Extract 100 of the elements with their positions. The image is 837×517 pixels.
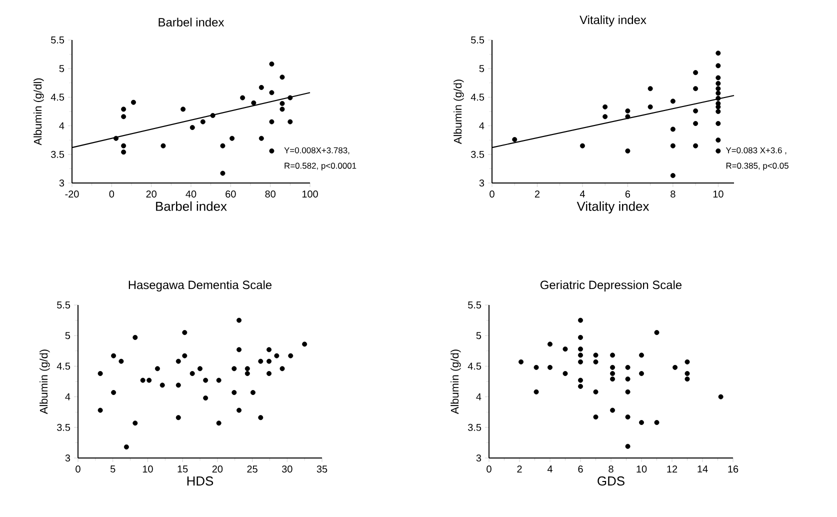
x-tick-label: 0 (109, 190, 114, 198)
point (625, 444, 630, 449)
x-tick-label: 12 (667, 466, 678, 472)
point (266, 371, 272, 376)
point (118, 358, 124, 364)
point (580, 143, 585, 148)
point (562, 371, 568, 376)
point (302, 342, 308, 347)
point (274, 353, 280, 358)
point (244, 366, 250, 372)
point (258, 358, 264, 364)
point (182, 353, 188, 358)
point (269, 90, 274, 96)
point (670, 126, 676, 132)
point (593, 414, 598, 420)
point (251, 100, 256, 106)
x-tick-label: 60 (226, 190, 236, 198)
point (132, 334, 138, 340)
chart-title: Geriatric Depression Scale (540, 280, 682, 292)
x-tick-label: 15 (178, 466, 188, 472)
x-tick-label: 0 (486, 466, 492, 473)
point (672, 364, 678, 370)
point (625, 376, 630, 382)
point (288, 119, 293, 124)
point (232, 390, 237, 396)
x-tick-label: 6 (625, 190, 630, 198)
point (269, 62, 274, 67)
point (198, 366, 202, 372)
point (280, 74, 285, 80)
x-tick-label: 100 (302, 190, 318, 198)
annotation: Y=0.083 X+3.6 , (726, 147, 786, 154)
x-tick-label: 8 (670, 190, 676, 198)
point (176, 415, 181, 420)
point (220, 143, 226, 148)
point (232, 366, 237, 372)
point (121, 150, 126, 155)
y-tick-label: 4.5 (50, 94, 64, 101)
point (684, 371, 690, 376)
point (716, 50, 721, 56)
point (111, 353, 116, 358)
point (236, 318, 242, 323)
point (512, 137, 518, 142)
y-axis-title: Albumin (g/d) (450, 350, 461, 414)
point (258, 136, 264, 141)
point (578, 384, 584, 389)
point (625, 108, 630, 114)
point (200, 119, 206, 124)
point (625, 148, 630, 154)
x-tick-label: 25 (247, 466, 258, 473)
point (648, 104, 653, 110)
x-tick-label: 4 (547, 466, 552, 472)
point (625, 414, 630, 420)
y-tick-label: 3 (59, 179, 64, 187)
point (648, 86, 653, 92)
point (578, 334, 584, 340)
point (548, 364, 553, 370)
point (593, 359, 598, 364)
point (578, 352, 584, 358)
point (190, 371, 195, 376)
point (610, 371, 616, 376)
point (203, 378, 208, 383)
x-tick-label: 4 (580, 190, 585, 198)
point (654, 420, 660, 426)
chart-title: Vitality index (580, 15, 646, 26)
point (114, 136, 119, 141)
point (230, 136, 235, 141)
point (132, 420, 138, 426)
x-tick-label: -20 (65, 190, 79, 198)
x-tick-label: 14 (698, 466, 708, 472)
y-tick-label: 5.5 (468, 302, 482, 308)
x-tick-label: 35 (316, 466, 328, 473)
point (98, 371, 103, 376)
y-tick-label: 4 (476, 393, 482, 400)
x-axis-title: GDS (598, 476, 624, 486)
point (625, 389, 630, 394)
point (124, 444, 129, 450)
y-tick-label: 3 (65, 454, 70, 462)
point (718, 394, 724, 400)
point (190, 125, 195, 130)
x-tick-label: 40 (186, 190, 196, 198)
point (693, 86, 698, 92)
point (639, 352, 644, 358)
y-tick-label: 5 (65, 332, 70, 340)
y-tick-label: 5 (479, 65, 484, 72)
point (210, 113, 216, 118)
point (250, 390, 256, 396)
annotation: R=0.582, p<0.0001 (284, 162, 356, 170)
point (684, 376, 690, 382)
x-axis-title: HDS (187, 476, 214, 486)
point (610, 352, 616, 358)
x-tick-label: 2 (517, 466, 522, 472)
point (176, 358, 181, 364)
x-tick-label: 80 (265, 190, 276, 198)
x-tick-label: 16 (728, 466, 738, 473)
y-tick-label: 3 (479, 179, 484, 187)
point (269, 148, 274, 154)
x-axis-title: Vitality index (576, 201, 650, 214)
y-tick-label: 4.5 (470, 94, 484, 101)
point (240, 95, 246, 100)
point (578, 318, 584, 323)
